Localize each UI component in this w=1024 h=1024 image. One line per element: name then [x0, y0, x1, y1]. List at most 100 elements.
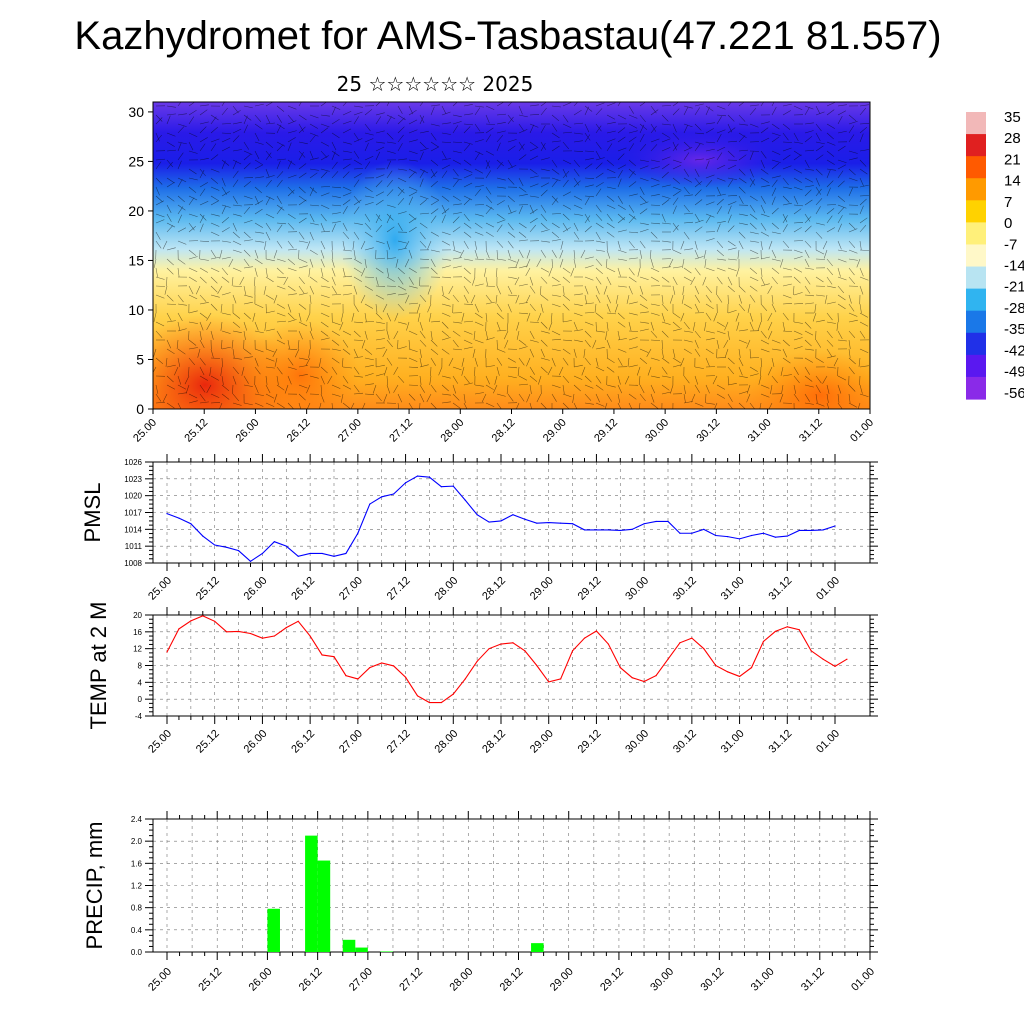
pmsl-point [607, 529, 609, 531]
pmsl-y-tick-label: 1020 [124, 492, 142, 501]
temp-point [404, 676, 407, 678]
pmsl-point [488, 521, 490, 523]
pmsl-point [762, 532, 765, 534]
temp-point [416, 695, 419, 697]
temp-point [178, 628, 180, 630]
pmsl-axis-title: PMSL [80, 483, 105, 543]
temp-point [214, 620, 216, 622]
precip-y-tick-label: 1.2 [131, 882, 143, 891]
precip-y-tick-label: 2.0 [131, 837, 143, 846]
pmsl-point [786, 535, 788, 537]
precip-bar [531, 943, 544, 952]
colorbar-swatch [966, 178, 986, 201]
pmsl-point [404, 482, 407, 484]
pmsl-point [691, 532, 693, 534]
temp-point [512, 642, 514, 644]
temp-x-tick-label: 29.00 [528, 728, 556, 756]
precip-y-tick-label: 0.0 [131, 948, 143, 957]
temp-point [285, 627, 287, 629]
pmsl-x-tick-label: 01.00 [814, 575, 842, 603]
pmsl-point [571, 523, 574, 525]
colorbar-label: -35 [1004, 321, 1024, 338]
temp-point [583, 637, 586, 639]
pmsl-y-tick-label: 1011 [125, 542, 143, 551]
temp-point [798, 629, 800, 631]
pmsl-point [273, 541, 275, 543]
precip-axis-title: PRECIP, mm [82, 822, 107, 950]
colorbar-label: 35 [1004, 109, 1021, 126]
pmsl-x-tick-label: 31.00 [719, 575, 747, 603]
pmsl-point [536, 522, 538, 524]
pmsl-point [428, 476, 431, 478]
pmsl-x-tick-label: 30.12 [671, 575, 699, 603]
temp-x-tick-label: 27.00 [337, 728, 365, 756]
pmsl-point [357, 532, 359, 534]
cross-x-tick-label: 29.00 [541, 417, 569, 445]
temp-point [333, 656, 335, 658]
colorbar-swatch [966, 112, 986, 135]
precip-x-tick-label: 26.00 [247, 966, 275, 994]
temp-point [810, 650, 812, 652]
pmsl-point [643, 523, 645, 525]
temp-point [679, 642, 681, 644]
cross-x-tick-label: 25.12 [182, 417, 210, 445]
cross-x-tick-label: 31.00 [746, 417, 774, 445]
temp-x-tick-label: 27.12 [385, 728, 413, 756]
temp-x-tick-label: 25.00 [146, 728, 174, 756]
precip-y-tick-label: 1.6 [131, 859, 143, 868]
pmsl-point [202, 535, 204, 537]
pmsl-y-tick-label: 1026 [124, 458, 142, 467]
temp-point [822, 658, 824, 660]
pmsl-point [476, 514, 478, 516]
cross-x-tick-label: 26.12 [285, 417, 313, 445]
pmsl-y-tick-label: 1023 [124, 475, 142, 484]
cross-x-tick-label: 27.12 [387, 417, 415, 445]
cross-y-tick-label: 0 [136, 401, 144, 417]
temp-point [834, 665, 836, 667]
temp-point [202, 615, 204, 617]
colorbar-label: 28 [1004, 130, 1021, 147]
cross-x-tick-label: 28.00 [438, 417, 466, 445]
temp-panel: -4 0 4 8 12 16 20 25.00 25.12 26.00 26.12 27.00 27.1… [86, 602, 878, 756]
cross-y-tick-label: 5 [136, 351, 144, 367]
pmsl-point [309, 552, 311, 555]
temp-point [738, 675, 741, 678]
pmsl-point [333, 555, 335, 557]
temp-point [369, 667, 371, 669]
pmsl-point [774, 536, 776, 538]
pmsl-point [166, 513, 168, 515]
pmsl-x-tick-label: 25.12 [194, 575, 222, 603]
colorbar-label: 21 [1004, 151, 1021, 168]
pmsl-point [500, 520, 502, 522]
temp-point [452, 693, 454, 695]
pmsl-point [369, 503, 371, 505]
temp-point [488, 648, 490, 650]
pmsl-x-tick-label: 27.12 [385, 575, 413, 603]
page-title: Kazhydromet for AMS-Tasbastau(47.221 81.… [74, 14, 942, 58]
precip-bar [355, 947, 368, 952]
precip-x-tick-label: 30.00 [648, 966, 676, 994]
temp-y-tick-label: 0 [138, 695, 143, 704]
colorbar-label: -42 [1004, 342, 1024, 359]
temp-point [691, 637, 693, 639]
cross-y-tick-label: 15 [128, 252, 144, 268]
temp-point [643, 680, 645, 683]
colorbar-swatch [966, 244, 986, 268]
temp-point [237, 630, 240, 633]
colorbar-swatch [966, 266, 986, 290]
temp-point [166, 651, 168, 653]
temp-point [571, 650, 574, 652]
pmsl-x-tick-label: 28.00 [432, 575, 460, 603]
pmsl-point [345, 552, 347, 555]
colorbar-label: 14 [1004, 173, 1021, 190]
pmsl-point [321, 552, 323, 555]
pmsl-x-tick-label: 29.12 [576, 575, 604, 603]
temp-point [440, 701, 442, 704]
temp-point [249, 632, 252, 635]
pmsl-point [798, 529, 800, 532]
pmsl-point [595, 529, 598, 531]
pmsl-x-tick-label: 25.00 [146, 575, 174, 603]
temp-x-tick-label: 26.00 [242, 728, 270, 756]
precip-x-tick-label: 27.00 [347, 966, 375, 994]
colorbar-swatch [966, 222, 986, 246]
